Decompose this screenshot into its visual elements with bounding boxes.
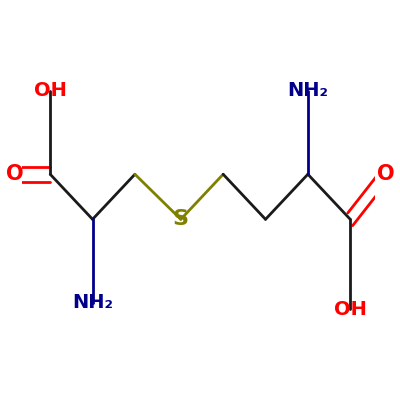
Text: OH: OH [34, 81, 67, 100]
Text: O: O [377, 164, 394, 184]
Text: OH: OH [334, 300, 367, 319]
Text: NH₂: NH₂ [287, 81, 328, 100]
Text: NH₂: NH₂ [72, 294, 113, 312]
Text: O: O [6, 164, 24, 184]
Text: S: S [173, 209, 189, 229]
